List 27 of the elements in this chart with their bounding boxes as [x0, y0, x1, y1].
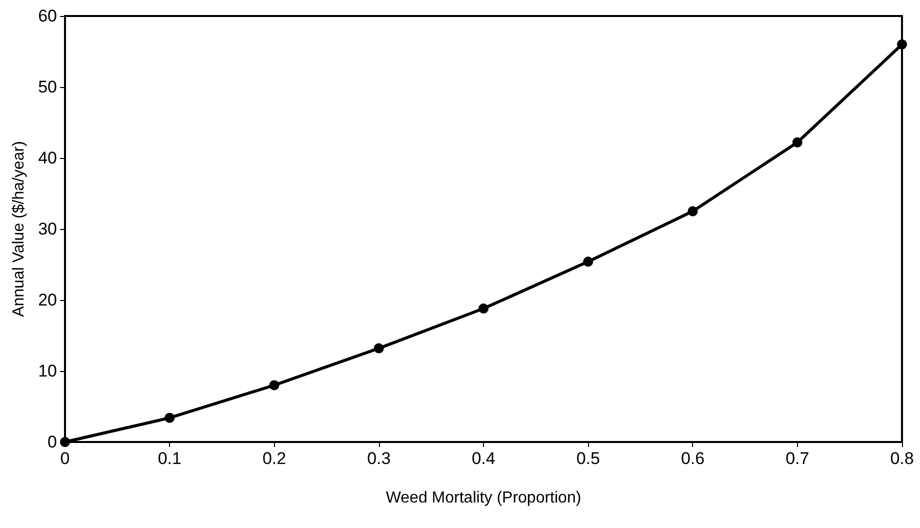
point — [478, 304, 488, 314]
point — [583, 256, 594, 267]
x-tick-label: 0.2 — [262, 449, 286, 468]
y-axis-title: Annual Value ($/ha/year) — [10, 141, 28, 317]
x-tick-label: 0.3 — [367, 449, 391, 468]
y-tick-label: 0 — [48, 432, 57, 452]
y-tick-label: 60 — [38, 6, 57, 26]
x-tick-label: 0.8 — [890, 449, 914, 468]
x-tick-label: 0 — [60, 449, 70, 468]
point — [688, 206, 698, 216]
x-tick-label: 0.6 — [680, 449, 705, 468]
point — [792, 137, 802, 148]
x-axis-title: Weed Mortality (Proportion) — [386, 490, 582, 506]
x-tick-label: 0.7 — [786, 449, 810, 468]
y-tick-label: 20 — [38, 290, 57, 310]
point — [269, 380, 280, 390]
point — [374, 343, 384, 354]
x-tick-label: 0.5 — [576, 449, 600, 468]
y-tick-label: 30 — [38, 220, 57, 238]
point — [60, 437, 70, 447]
y-tick-label: 40 — [38, 148, 57, 168]
x-tick-label: 0.1 — [158, 449, 182, 468]
x-tick-label: 0.4 — [472, 449, 496, 468]
point — [897, 39, 907, 50]
y-tick-label: 10 — [38, 362, 57, 380]
point — [164, 412, 175, 423]
y-tick-label: 50 — [38, 78, 57, 96]
